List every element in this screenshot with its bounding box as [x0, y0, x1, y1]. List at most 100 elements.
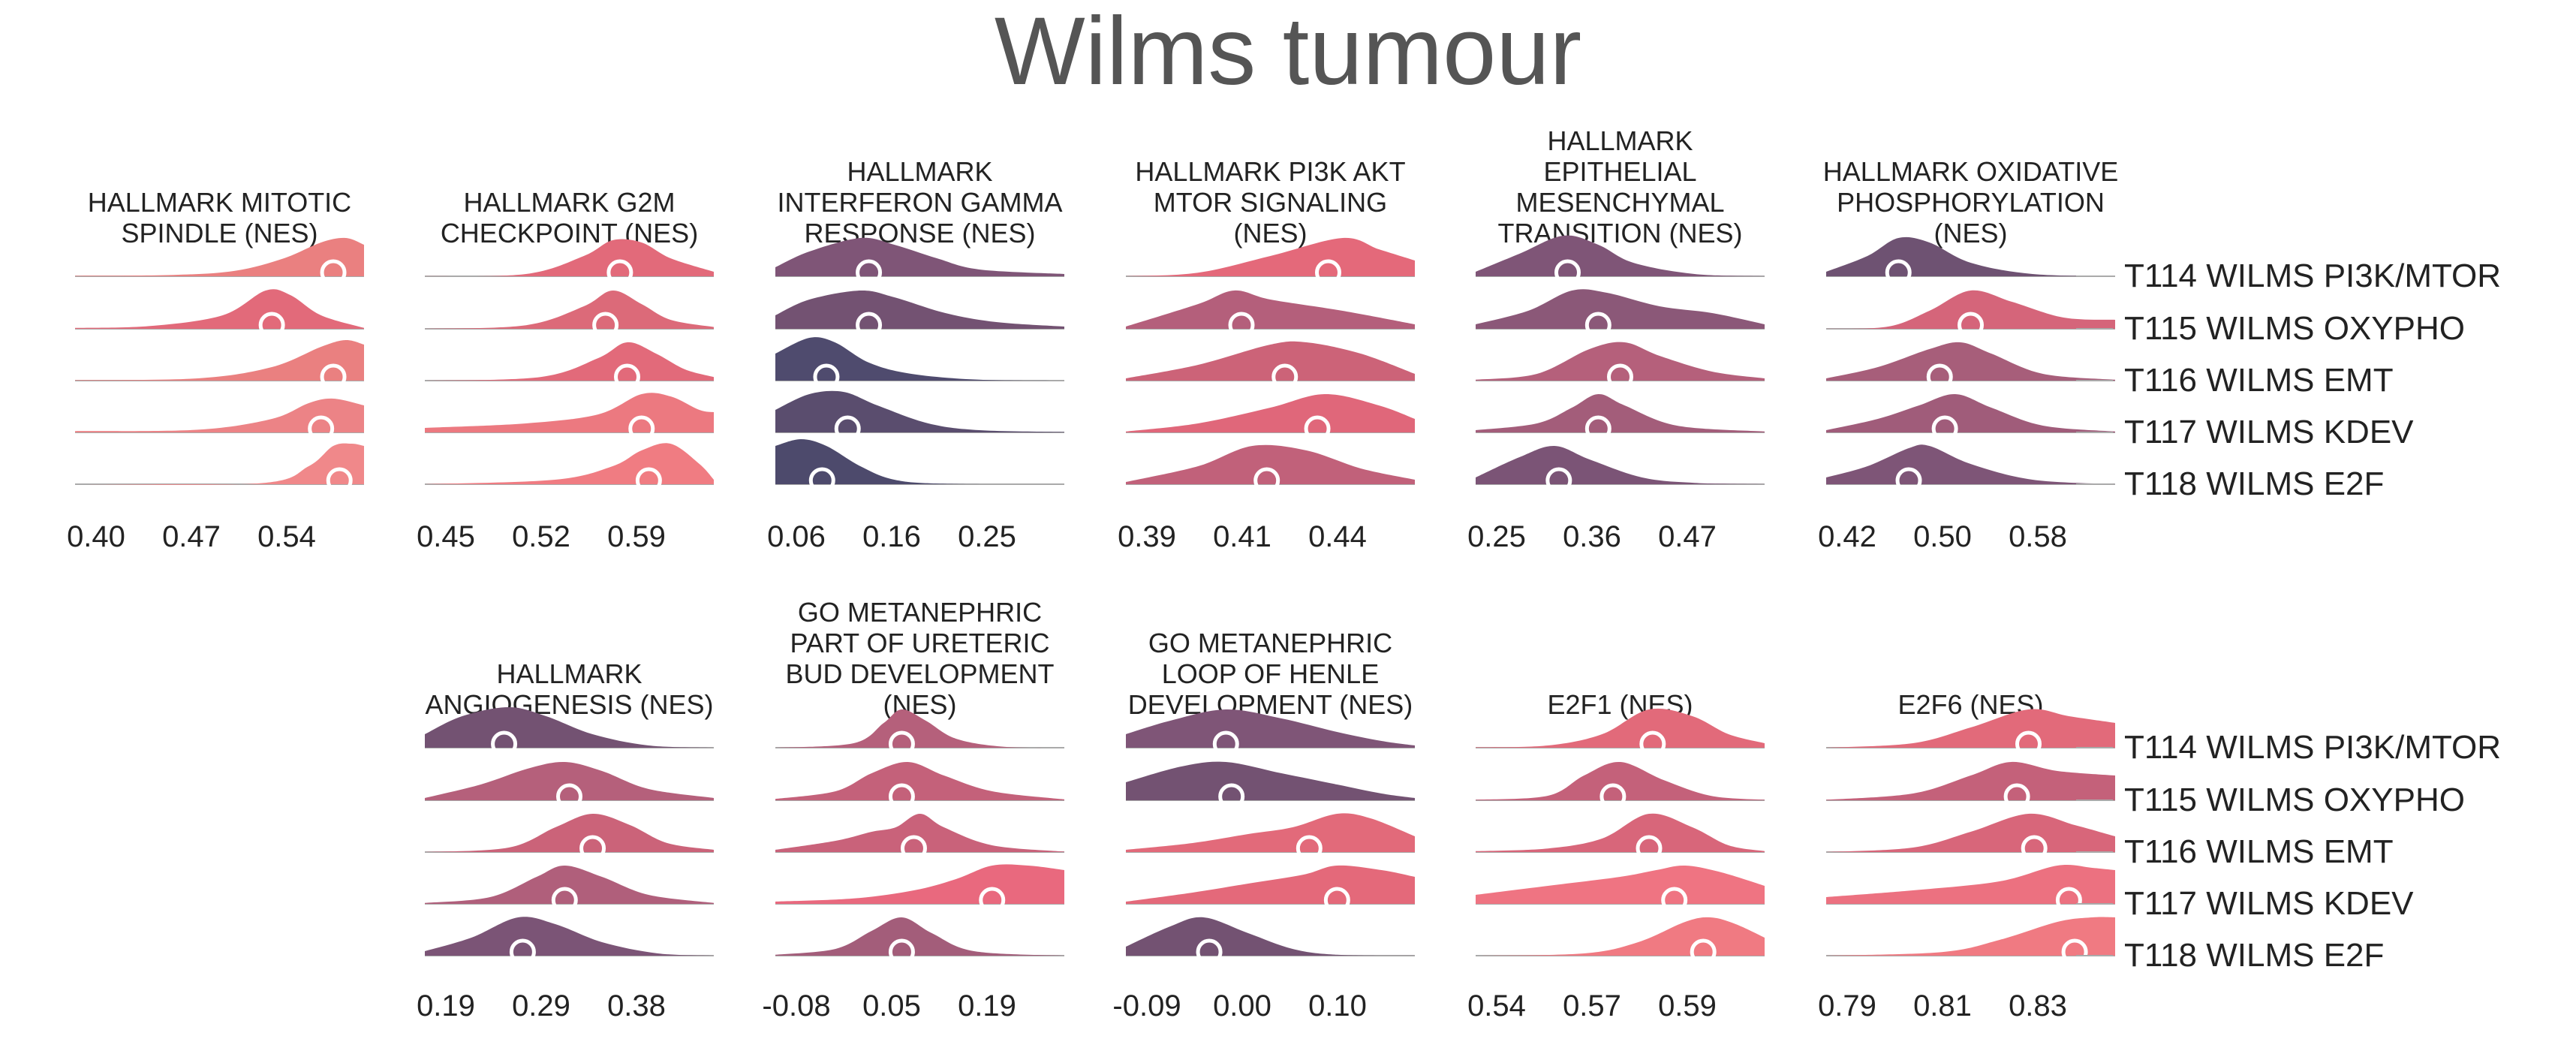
panel-title-line: INTERFERON GAMMA	[777, 187, 1062, 218]
tick-label: 0.83	[2009, 989, 2067, 1022]
tick-label: -0.09	[1112, 989, 1181, 1022]
tick-label: 0.00	[1213, 989, 1271, 1022]
tick-label: 0.36	[1563, 520, 1621, 553]
density-ridge	[1826, 917, 2115, 956]
panel-title-line: HALLMARK OXIDATIVE	[1823, 156, 2118, 187]
median-marker	[834, 415, 861, 442]
panel-title-line: HALLMARK PI3K AKT	[1135, 156, 1405, 187]
density-ridge	[775, 439, 1064, 485]
density-ridge	[425, 342, 714, 381]
density-ridge	[775, 814, 1064, 852]
median-marker	[579, 835, 606, 862]
median-marker	[1323, 887, 1350, 914]
tick-label: 0.47	[1658, 520, 1717, 553]
panel-title-line: HALLMARK	[496, 658, 642, 689]
tick-label: 0.50	[1913, 520, 1972, 553]
median-marker	[888, 730, 915, 757]
tick-label: 0.19	[417, 989, 475, 1022]
tick-label: 0.29	[512, 989, 570, 1022]
tick-label: 0.59	[607, 520, 666, 553]
density-ridge	[1476, 445, 1765, 484]
density-ridge	[1476, 761, 1765, 800]
figure-title: Wilms tumour	[994, 0, 1582, 105]
density-ridge	[1126, 341, 1415, 381]
panel-title-line: CHECKPOINT (NES)	[441, 218, 698, 248]
density-ridge	[1826, 709, 2115, 748]
panel-title-line: LOOP OF HENLE	[1162, 658, 1379, 689]
density-ridge	[1126, 917, 1415, 956]
tick-label: 0.44	[1308, 520, 1367, 553]
sample-label: T117 WILMS KDEV	[2124, 414, 2414, 450]
panel-title-line: PHOSPHORYLATION	[1837, 187, 2105, 218]
median-marker	[888, 783, 915, 810]
density-ridge	[425, 393, 714, 432]
median-marker	[628, 415, 655, 442]
median-marker	[1228, 312, 1255, 339]
sample-label: T117 WILMS KDEV	[2124, 885, 2414, 922]
density-ridge	[1126, 709, 1415, 748]
median-marker	[635, 467, 662, 494]
density-ridge	[1826, 761, 2115, 800]
tick-label: 0.19	[958, 989, 1016, 1022]
panel-title-line: SPINDLE (NES)	[121, 218, 317, 248]
median-marker	[1639, 730, 1666, 757]
median-marker	[308, 415, 335, 442]
median-marker	[979, 887, 1006, 914]
panel-title-line: MTOR SIGNALING	[1154, 187, 1387, 218]
median-marker	[1212, 730, 1239, 757]
median-marker	[491, 730, 518, 757]
density-ridge	[1126, 761, 1415, 800]
density-ridge	[1826, 236, 2115, 276]
median-marker	[1636, 835, 1663, 862]
tick-label: 0.25	[1467, 520, 1526, 553]
panel-title-line: EPITHELIAL	[1543, 156, 1696, 187]
density-ridge	[425, 866, 714, 904]
sample-label: T116 WILMS EMT	[2124, 833, 2394, 870]
density-ridge	[75, 339, 364, 381]
density-ridge	[775, 761, 1064, 800]
median-marker	[1271, 363, 1299, 390]
median-marker	[900, 835, 927, 862]
median-marker	[1196, 938, 1223, 965]
panel-title-line: (NES)	[1934, 218, 2008, 248]
tick-label: 0.57	[1563, 989, 1621, 1022]
median-marker	[813, 363, 840, 390]
median-marker	[258, 312, 285, 339]
sample-label: T118 WILMS E2F	[2124, 465, 2384, 502]
density-ridge	[1826, 342, 2115, 381]
median-marker	[2055, 887, 2082, 914]
density-ridge	[775, 709, 1064, 748]
tick-label: 0.52	[512, 520, 570, 553]
tick-label: 0.54	[257, 520, 316, 553]
median-marker	[1584, 415, 1612, 442]
density-ridge	[775, 237, 1064, 276]
density-ridge	[1126, 813, 1415, 852]
density-ridge	[775, 337, 1064, 381]
median-marker	[1895, 467, 1922, 494]
median-marker	[2021, 835, 2048, 862]
sample-label: T115 WILMS OXYPHO	[2124, 781, 2465, 818]
density-ridge	[425, 761, 714, 800]
panel-title-line: HALLMARK G2M	[463, 187, 675, 218]
density-ridge	[425, 813, 714, 852]
median-marker	[1926, 363, 1953, 390]
tick-label: 0.45	[417, 520, 475, 553]
density-ridge	[1476, 393, 1765, 432]
sample-label: T118 WILMS E2F	[2124, 937, 2384, 974]
median-marker	[509, 938, 536, 965]
tick-label: 0.47	[162, 520, 221, 553]
density-ridge	[775, 917, 1064, 956]
median-marker	[2061, 938, 2088, 965]
median-marker	[888, 938, 915, 965]
density-ridge	[1126, 290, 1415, 329]
density-ridge	[75, 237, 364, 276]
panel-title-line: GO METANEPHRIC	[1148, 628, 1392, 658]
panel-title-line: HALLMARK	[847, 156, 992, 187]
median-marker	[1885, 259, 1912, 286]
tick-label: 0.59	[1658, 989, 1717, 1022]
panel-title-line: (NES)	[1234, 218, 1308, 248]
tick-label: 0.54	[1467, 989, 1526, 1022]
density-ridge	[1826, 393, 2115, 432]
tick-label: -0.08	[762, 989, 830, 1022]
